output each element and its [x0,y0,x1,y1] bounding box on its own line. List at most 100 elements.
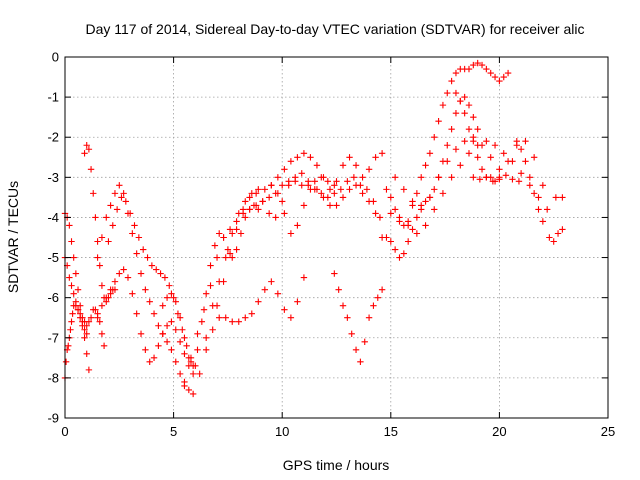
data-point [242,314,249,321]
data-point [470,113,477,121]
data-point [335,286,342,293]
series-16 [387,138,566,237]
data-point [65,342,72,349]
y-tick-label-5: -5 [47,250,59,265]
data-point [311,178,318,185]
data-point [168,290,175,297]
data-point [85,318,93,325]
data-point [70,254,77,261]
data-point [87,314,95,321]
data-point [98,330,106,337]
data-point [187,358,195,366]
data-point [285,182,292,189]
data-point [431,134,438,141]
data-point [237,230,245,237]
data-point [313,162,321,169]
data-point [100,342,108,349]
data-point [246,194,253,201]
data-point [62,358,70,366]
data-point [470,174,477,181]
data-point [452,89,460,97]
data-point [391,174,399,181]
data-point [185,354,193,362]
data-point [185,386,193,394]
series-13 [331,270,386,366]
data-point [287,314,295,321]
data-point [67,326,74,333]
data-point [122,198,130,205]
data-point [515,178,523,185]
data-point [300,150,308,157]
data-point [326,186,334,193]
data-point [246,206,253,213]
data-point [213,302,221,309]
series-14 [383,59,512,229]
data-point [163,338,171,345]
data-point [109,222,116,229]
data-point [146,358,153,366]
data-point [120,266,127,273]
data-point [298,170,305,177]
data-point [226,250,234,257]
data-point [287,230,295,237]
data-point [235,210,242,217]
data-point [292,174,299,181]
data-point [387,210,394,217]
data-point [374,294,381,301]
data-point [213,254,221,261]
data-point [513,138,520,145]
data-point [77,314,84,321]
data-point [452,69,460,77]
data-point [211,242,219,249]
x-axis-label: GPS time / hours [283,457,390,473]
data-point [500,73,507,81]
data-point [348,330,355,337]
data-point [83,142,90,149]
data-point [372,154,379,161]
data-point [502,172,510,179]
data-point [233,246,240,253]
data-point [361,338,368,345]
data-point [287,158,295,165]
data-point [157,270,164,277]
data-point [517,170,525,177]
data-point [107,286,114,293]
chart-title: Day 117 of 2014, Sidereal Day-to-day VTE… [85,21,584,37]
data-point [474,154,481,161]
data-point [500,150,507,157]
series-1 [61,210,93,374]
data-point [279,182,286,189]
data-point [359,190,366,197]
y-tick-label-7: -7 [47,330,59,345]
data-point [72,298,80,305]
data-point [124,274,132,281]
data-point [96,318,103,325]
data-point [517,146,525,153]
data-point [281,166,288,173]
data-point [331,270,338,277]
data-point [461,109,468,117]
data-point [444,89,451,97]
data-point [200,306,208,313]
y-tick-label-9: -9 [47,411,59,426]
data-point [92,214,99,221]
data-point [207,262,214,269]
data-point [504,158,512,165]
data-point [81,326,88,333]
data-point [378,286,386,293]
data-point [426,194,434,201]
data-point [457,97,464,105]
data-point [179,326,186,333]
data-point [307,186,314,193]
data-point [103,294,110,301]
data-point [422,198,429,205]
data-point [400,250,408,257]
data-point [83,330,90,337]
data-point [461,93,468,101]
data-point [478,142,486,149]
data-point [252,190,260,197]
data-point [74,306,82,313]
data-point [68,318,75,325]
data-point [487,69,494,77]
data-point [478,166,486,173]
